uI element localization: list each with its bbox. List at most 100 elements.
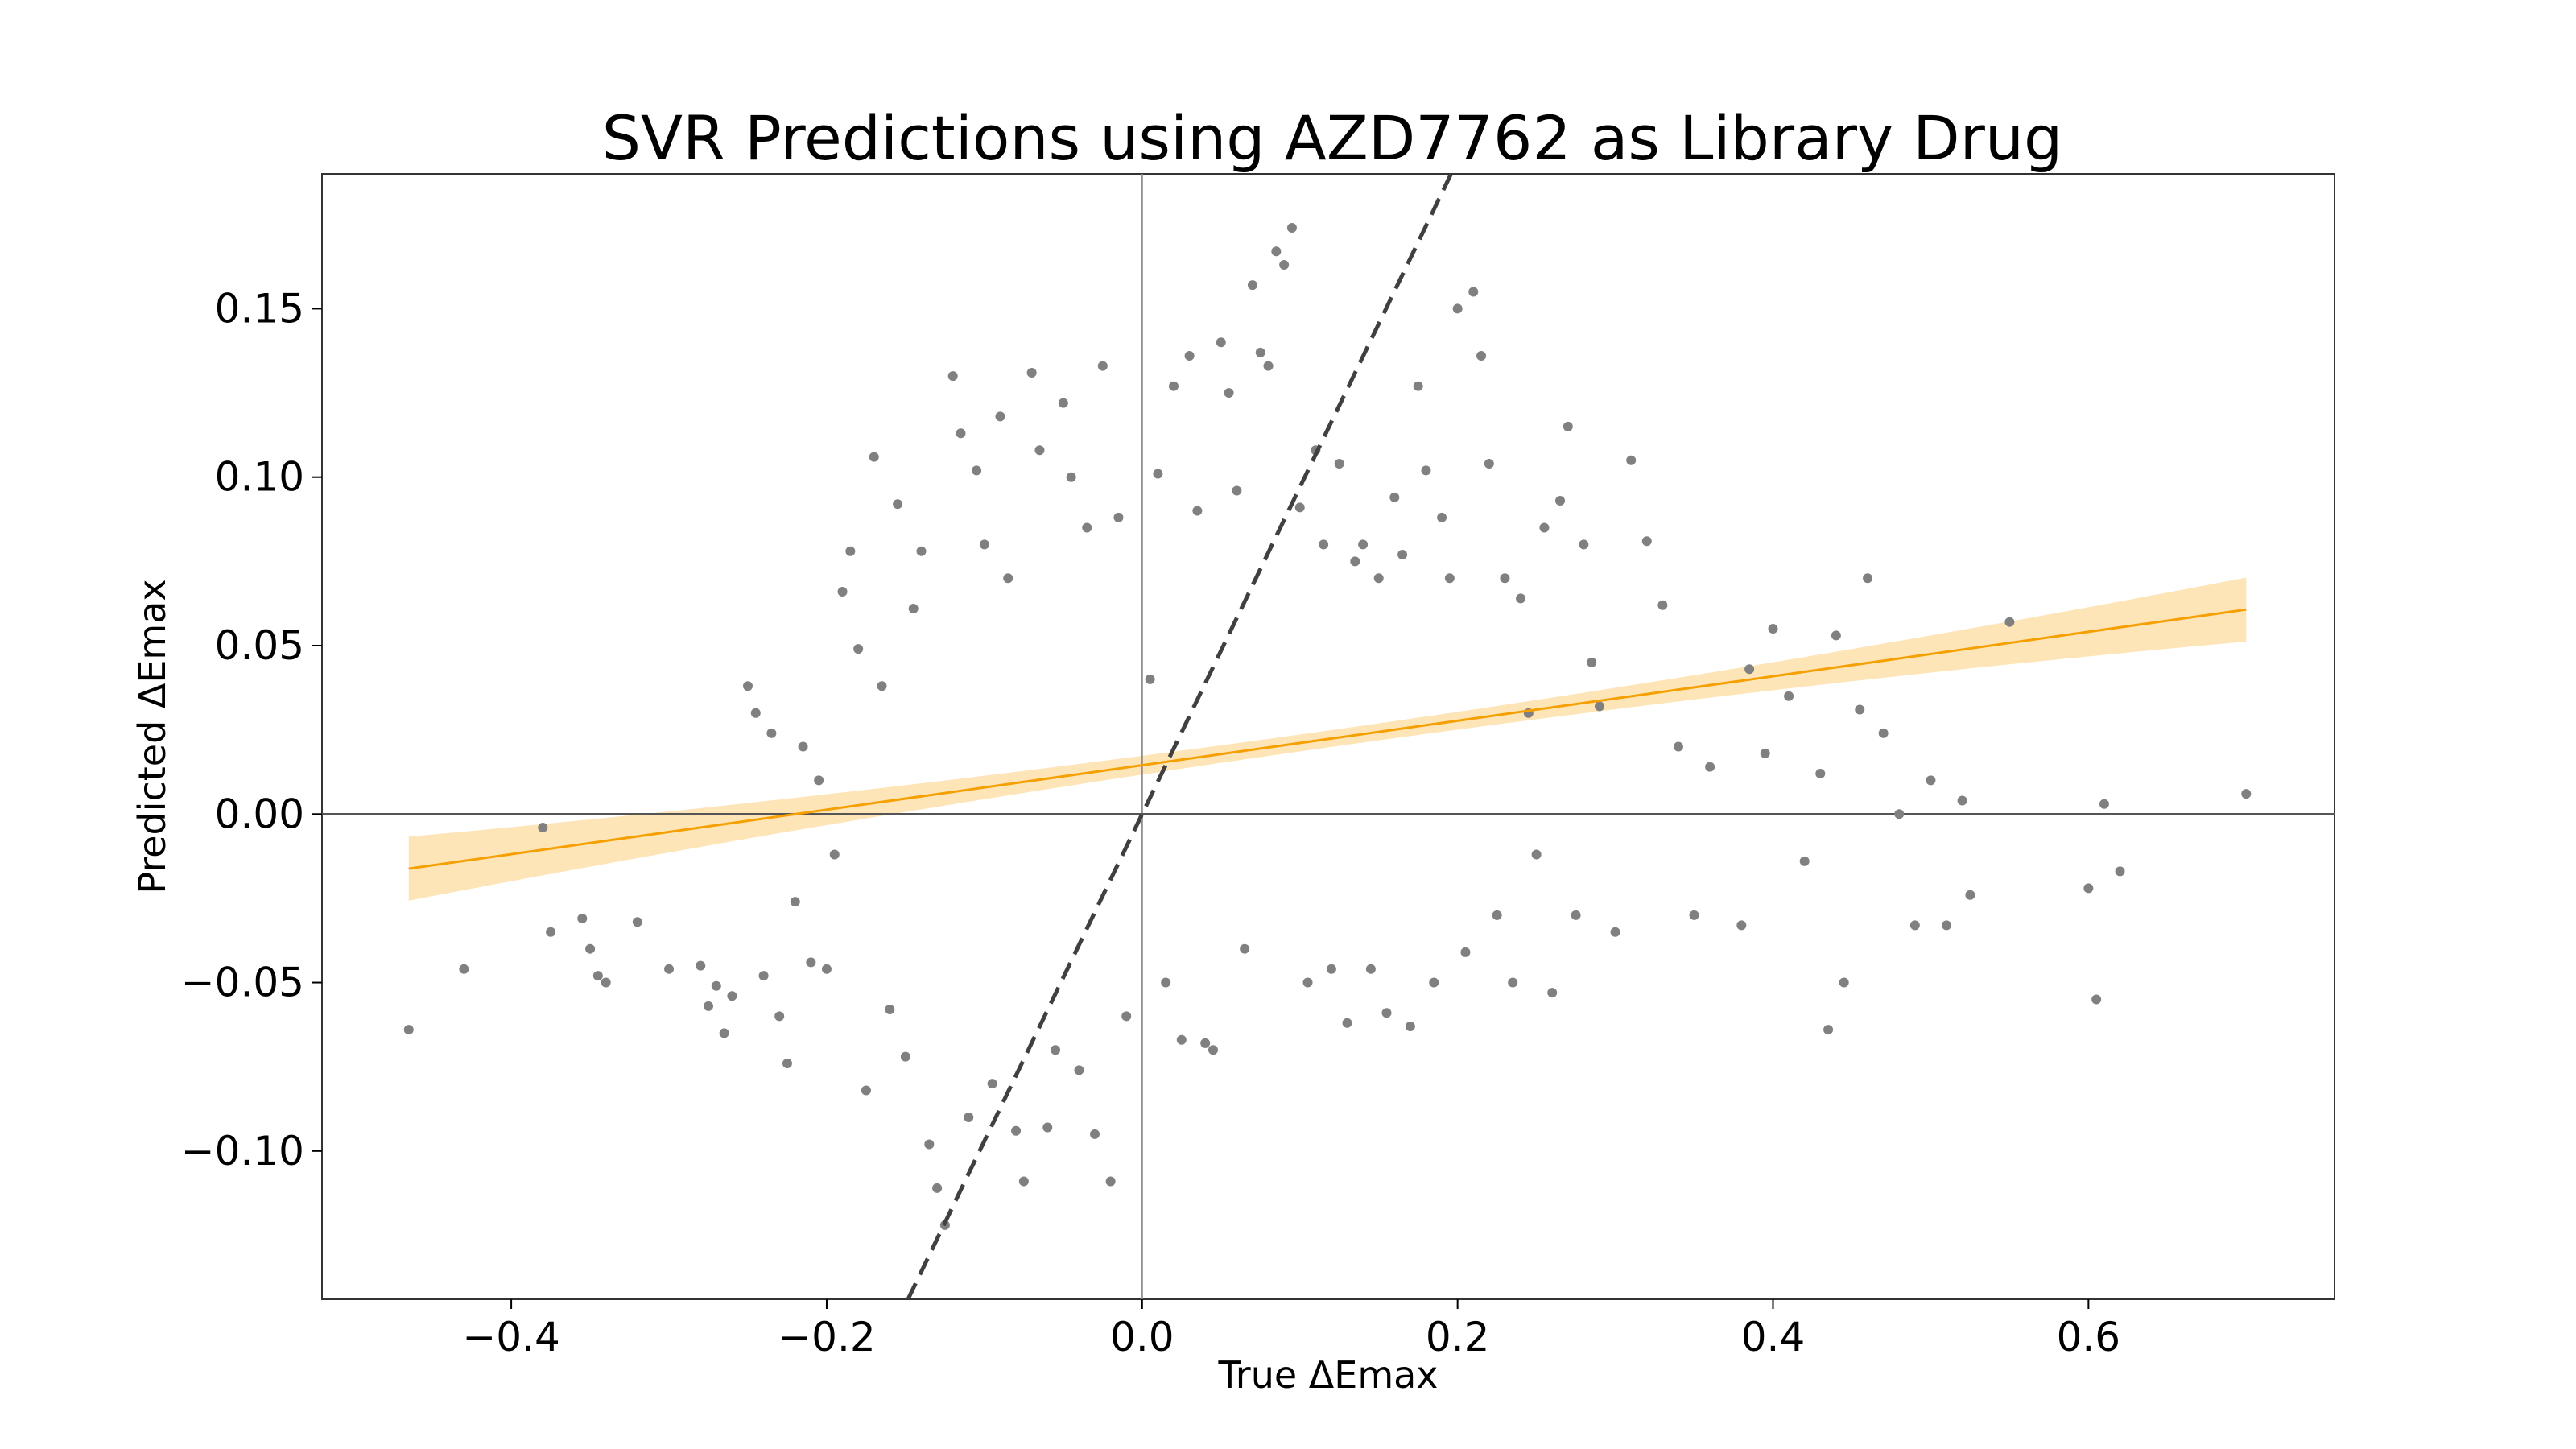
data-point	[1492, 910, 1502, 920]
x-tick-label: −0.4	[462, 1314, 559, 1360]
data-point	[1263, 361, 1274, 371]
data-point	[1878, 728, 1889, 738]
data-point	[1579, 539, 1589, 550]
data-point	[546, 927, 556, 937]
data-point	[869, 452, 879, 462]
data-point	[1026, 367, 1037, 378]
data-point	[1768, 624, 1778, 634]
regression-line	[408, 608, 2247, 870]
y-axis-label: Predicted ΔEmax	[130, 579, 174, 894]
data-point	[1571, 910, 1581, 920]
data-point	[798, 741, 808, 752]
data-point	[1909, 920, 1920, 931]
data-point	[1863, 573, 1873, 584]
data-point	[1641, 536, 1652, 547]
data-point	[403, 1025, 414, 1035]
data-point	[1516, 593, 1526, 604]
data-point	[1484, 458, 1494, 469]
data-point	[1334, 458, 1344, 469]
data-point	[727, 991, 737, 1001]
y-tick-label: 0.05	[215, 622, 304, 669]
data-point	[1153, 469, 1163, 479]
data-point	[908, 603, 919, 613]
data-point	[829, 849, 840, 860]
data-point	[1018, 1176, 1029, 1187]
x-tick-label: −0.2	[778, 1314, 875, 1360]
data-point	[995, 411, 1005, 422]
data-point	[1926, 775, 1936, 786]
data-point	[1444, 573, 1455, 584]
data-point	[1405, 1021, 1415, 1031]
data-point	[1594, 701, 1604, 712]
data-point	[1279, 260, 1290, 270]
x-tick-label: 0.6	[2057, 1314, 2121, 1360]
data-point	[1673, 741, 1683, 752]
data-point	[1074, 1065, 1084, 1075]
data-point	[877, 681, 887, 691]
data-point	[1216, 337, 1226, 348]
data-point	[632, 917, 642, 927]
data-point	[782, 1059, 792, 1069]
data-point	[845, 546, 856, 556]
data-point	[2099, 799, 2109, 809]
data-point	[1831, 630, 1841, 641]
y-tick-label: 0.10	[215, 454, 304, 501]
data-point	[853, 644, 864, 654]
data-point	[1090, 1129, 1100, 1139]
data-point	[1255, 347, 1265, 357]
data-point	[1460, 947, 1471, 957]
data-point	[956, 428, 966, 439]
data-point	[1429, 977, 1439, 988]
data-point	[766, 728, 777, 738]
data-point	[1145, 674, 1155, 684]
data-point	[1610, 927, 1620, 937]
identity-dashed-line	[906, 174, 1453, 1299]
data-point	[1957, 795, 1967, 806]
data-point	[1342, 1018, 1352, 1028]
data-point	[1855, 704, 1865, 715]
y-tick-label: 0.00	[215, 791, 304, 837]
data-point	[821, 964, 832, 974]
data-point	[1034, 445, 1045, 456]
data-point	[1302, 977, 1313, 988]
data-point	[916, 546, 927, 556]
data-point	[538, 823, 548, 833]
data-point	[1294, 502, 1305, 513]
data-point	[1815, 769, 1826, 779]
data-point	[1286, 222, 1297, 233]
x-axis-label: True ΔEmax	[1217, 1353, 1438, 1397]
data-point	[1508, 977, 1518, 988]
data-point	[1192, 506, 1203, 516]
plot-frame	[321, 173, 2335, 1300]
data-point	[1389, 492, 1400, 502]
data-point	[1184, 351, 1195, 361]
data-point	[1799, 856, 1810, 866]
data-point	[1894, 809, 1905, 819]
data-point	[1011, 1125, 1022, 1136]
data-point	[1381, 1008, 1392, 1018]
data-point	[1051, 1045, 1061, 1055]
data-point	[1066, 472, 1076, 482]
data-point	[1200, 1038, 1211, 1048]
data-point	[758, 971, 769, 981]
data-point	[1657, 600, 1668, 610]
data-point	[2091, 994, 2102, 1005]
data-point	[972, 465, 982, 476]
data-point	[704, 1001, 714, 1011]
data-point	[711, 980, 721, 991]
data-point	[1168, 381, 1179, 391]
data-point	[696, 960, 706, 971]
data-point	[932, 1183, 943, 1193]
data-point	[893, 499, 903, 510]
data-point	[1176, 1034, 1187, 1045]
data-point	[1942, 920, 1952, 931]
y-tick-label: 0.15	[215, 285, 304, 332]
data-point	[1247, 280, 1257, 291]
data-point	[1365, 964, 1376, 974]
data-point	[742, 681, 753, 691]
data-point	[1476, 351, 1487, 361]
data-point	[1358, 539, 1368, 550]
data-point	[585, 943, 596, 954]
data-point	[861, 1085, 871, 1096]
